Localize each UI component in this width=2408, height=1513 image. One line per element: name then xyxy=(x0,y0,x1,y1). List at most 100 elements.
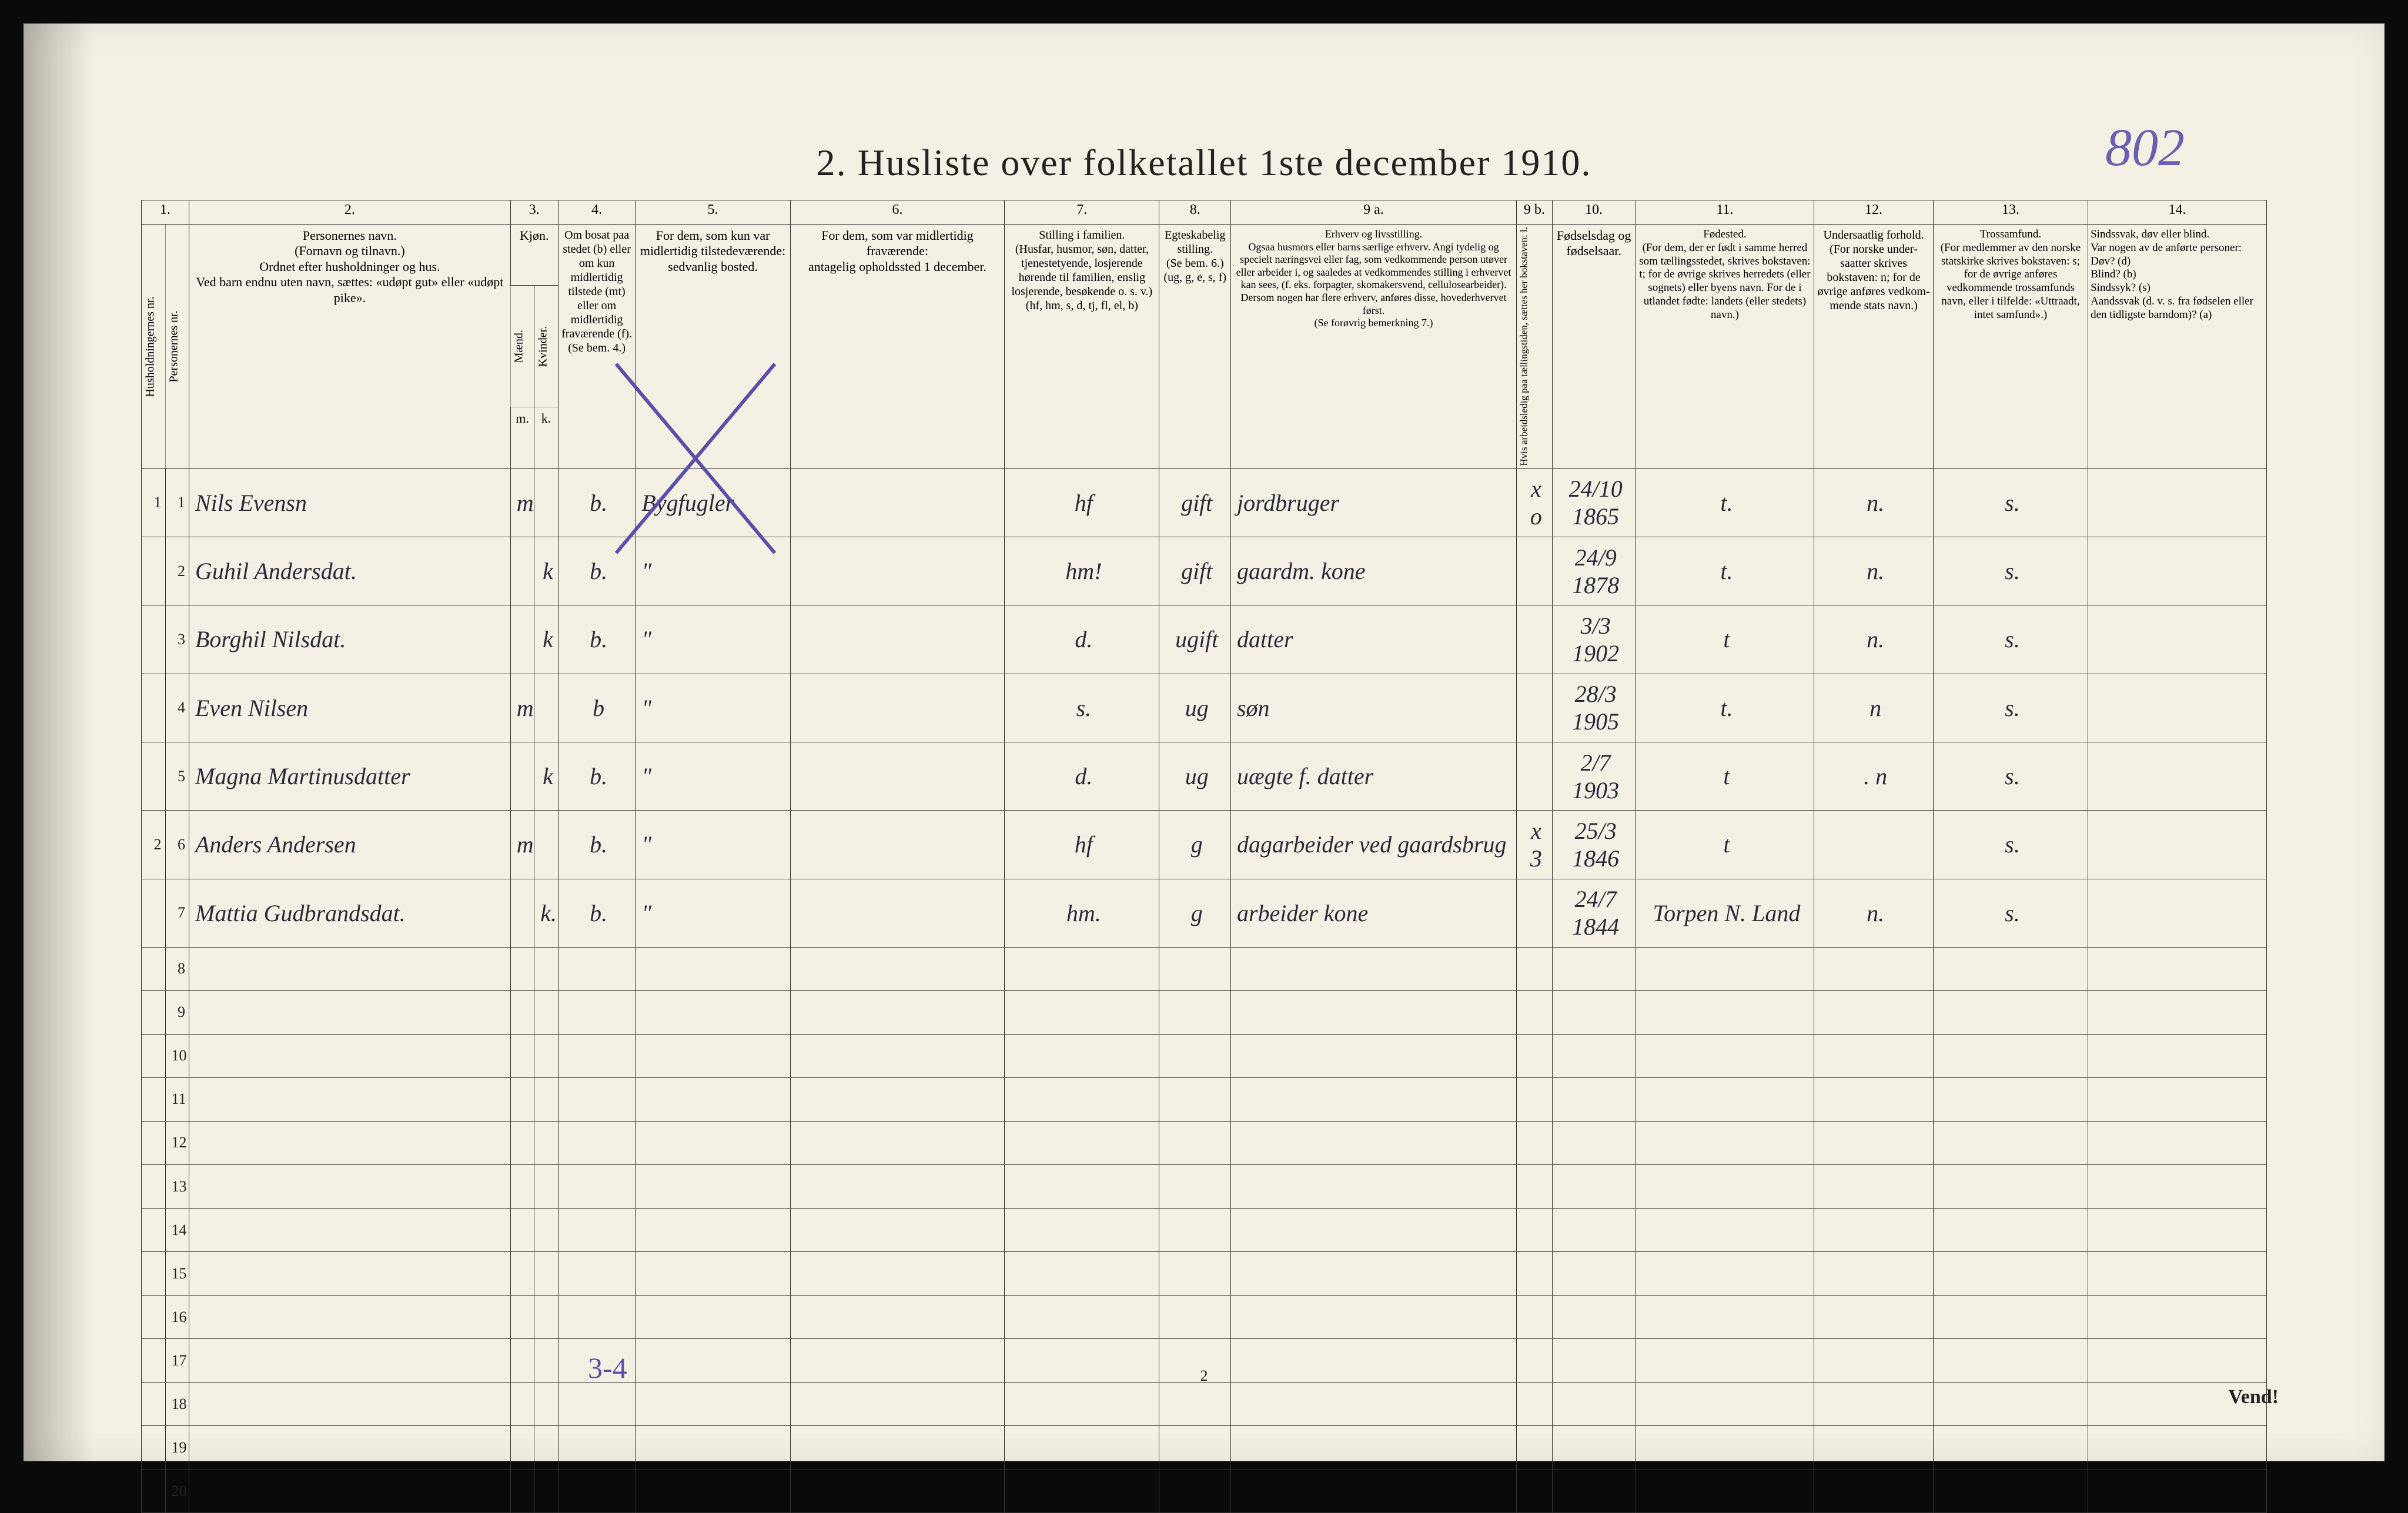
cell-empty xyxy=(1636,1383,1814,1426)
cell-empty: 16 xyxy=(165,1296,189,1339)
cell-empty xyxy=(1552,1252,1636,1296)
cell-empty xyxy=(790,1470,1005,1513)
cell-name: Magna Martinusdatter xyxy=(189,742,511,810)
cell-empty xyxy=(534,1470,558,1513)
cell-name: Mattia Gudbrandsdat. xyxy=(189,879,511,947)
colnum-10: 10. xyxy=(1552,200,1636,225)
cell-empty xyxy=(1814,1383,1934,1426)
cell-empty xyxy=(2088,1121,2267,1164)
cell-empty xyxy=(1159,1121,1231,1164)
cell-m: m xyxy=(510,811,534,879)
colnum-9b: 9 b. xyxy=(1517,200,1553,225)
cell-fdag: 25/3 1846 xyxy=(1552,811,1636,879)
cell-empty xyxy=(790,1121,1005,1164)
cell-empty xyxy=(1636,1426,1814,1470)
cell-fsted: t. xyxy=(1636,674,1814,742)
cell-empty xyxy=(1814,1426,1934,1470)
cell-fam: hf xyxy=(1005,811,1159,879)
cell-empty xyxy=(1814,1252,1934,1296)
cell-empty xyxy=(636,1296,790,1339)
cell-pn: 3 xyxy=(165,605,189,674)
cell-tros: s. xyxy=(1933,742,2088,810)
cell-egt: g xyxy=(1159,879,1231,947)
cell-empty xyxy=(1230,1426,1516,1470)
cell-empty: 17 xyxy=(165,1339,189,1383)
cell-erhv: søn xyxy=(1230,674,1516,742)
cell-empty xyxy=(558,1034,636,1077)
cell-empty xyxy=(1552,1426,1636,1470)
cell-empty xyxy=(534,1383,558,1426)
cell-empty xyxy=(1230,1383,1516,1426)
cell-empty xyxy=(1814,1121,1934,1164)
cell-empty xyxy=(510,1339,534,1383)
cell-fsted: t xyxy=(1636,742,1814,810)
cell-empty xyxy=(510,1077,534,1121)
cell-bosat: b. xyxy=(558,879,636,947)
cell-empty xyxy=(790,1077,1005,1121)
column-header-row: Husholdningernes nr. Personernes nr. Per… xyxy=(142,225,2267,286)
cell-empty xyxy=(142,1339,166,1383)
cell-empty xyxy=(534,1296,558,1339)
cell-empty xyxy=(636,1339,790,1383)
cell-empty xyxy=(558,1470,636,1513)
cell-empty xyxy=(1517,1164,1553,1208)
cell-c9b xyxy=(1517,605,1553,674)
cell-tros: s. xyxy=(1933,605,2088,674)
cell-tros: s. xyxy=(1933,811,2088,879)
table-row-empty: 14 xyxy=(142,1209,2267,1252)
header-m: m. xyxy=(510,407,534,468)
cell-c9b xyxy=(1517,879,1553,947)
cell-c9b: x 3 xyxy=(1517,811,1553,879)
cell-c6 xyxy=(790,742,1005,810)
cell-empty xyxy=(1517,1077,1553,1121)
cell-empty xyxy=(510,1164,534,1208)
cell-empty xyxy=(1814,1034,1934,1077)
cell-empty xyxy=(1230,1339,1516,1383)
cell-name: Borghil Nilsdat. xyxy=(189,605,511,674)
cell-empty xyxy=(636,1470,790,1513)
cell-empty xyxy=(636,947,790,990)
cell-empty xyxy=(2088,1296,2267,1339)
colnum-6: 6. xyxy=(790,200,1005,225)
table-row-empty: 8 xyxy=(142,947,2267,990)
cell-fam: hm! xyxy=(1005,537,1159,605)
cell-empty: 11 xyxy=(165,1077,189,1121)
cell-empty xyxy=(142,947,166,990)
cell-empty xyxy=(1230,1164,1516,1208)
cell-empty xyxy=(1230,947,1516,990)
cell-c5: " xyxy=(636,879,790,947)
cell-empty xyxy=(558,1077,636,1121)
cell-bosat: b. xyxy=(558,811,636,879)
cell-fdag: 3/3 1902 xyxy=(1552,605,1636,674)
cell-empty xyxy=(1005,1252,1159,1296)
cell-name: Anders Andersen xyxy=(189,811,511,879)
cell-empty xyxy=(558,1252,636,1296)
cell-empty xyxy=(510,1252,534,1296)
cell-empty xyxy=(534,1426,558,1470)
header-midlertidig-tilstede: For dem, som kun var midlertidig tilsted… xyxy=(636,225,790,469)
cell-empty xyxy=(1517,1426,1553,1470)
cell-c6 xyxy=(790,605,1005,674)
cell-empty xyxy=(1005,1296,1159,1339)
cell-k xyxy=(534,468,558,537)
cell-c14 xyxy=(2088,879,2267,947)
table-row-empty: 12 xyxy=(142,1121,2267,1164)
cell-hh: 2 xyxy=(142,811,166,879)
cell-empty: 15 xyxy=(165,1252,189,1296)
cell-und: n. xyxy=(1814,468,1934,537)
colnum-5: 5. xyxy=(636,200,790,225)
cell-c14 xyxy=(2088,674,2267,742)
cell-fdag: 24/9 1878 xyxy=(1552,537,1636,605)
cell-und: n. xyxy=(1814,879,1934,947)
table-row-empty: 13 xyxy=(142,1164,2267,1208)
cell-empty xyxy=(1636,1164,1814,1208)
cell-empty xyxy=(1814,990,1934,1034)
cell-pn: 6 xyxy=(165,811,189,879)
header-bosat: Om bosat paa stedet (b) eller om kun mid… xyxy=(558,225,636,469)
cell-erhv: arbeider kone xyxy=(1230,879,1516,947)
table-row: 2Guhil Andersdat.kb."hm!giftgaardm. kone… xyxy=(142,537,2267,605)
cell-empty xyxy=(189,947,511,990)
cell-empty xyxy=(1552,1296,1636,1339)
header-navn: Personernes navn. (Fornavn og tilnavn.) … xyxy=(189,225,511,469)
cell-empty xyxy=(534,1164,558,1208)
